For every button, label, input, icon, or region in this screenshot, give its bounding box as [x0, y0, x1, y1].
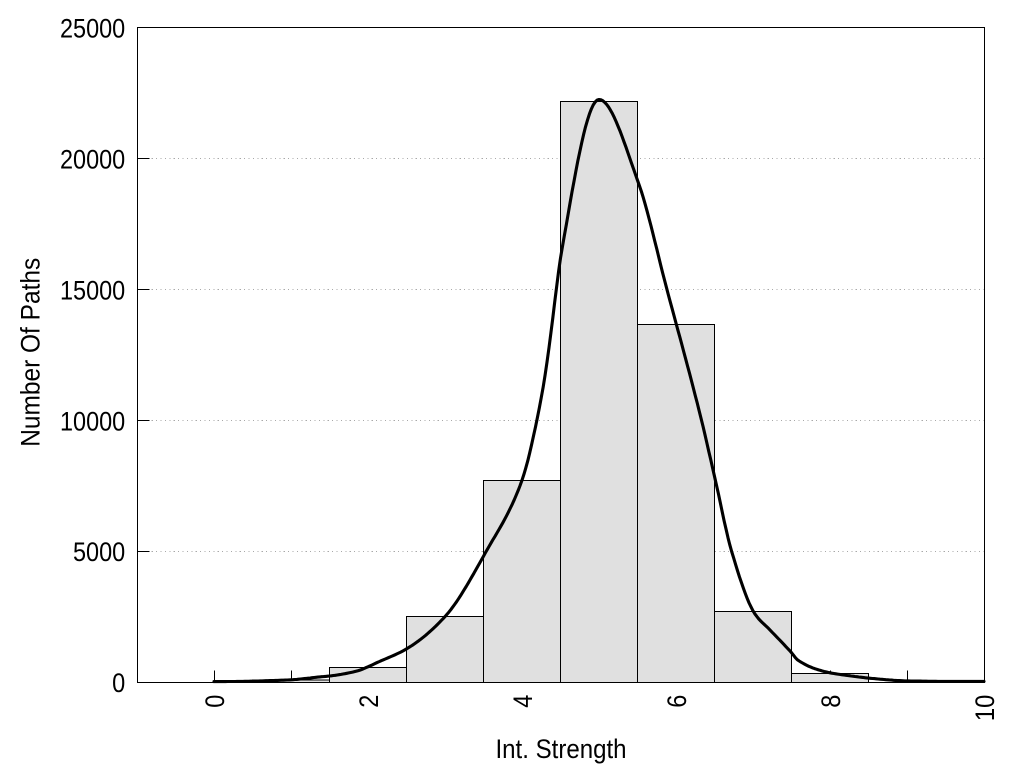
svg-text:20000: 20000 [60, 145, 125, 175]
svg-text:Int. Strength: Int. Strength [496, 734, 627, 764]
svg-text:15000: 15000 [60, 275, 125, 305]
svg-text:8: 8 [816, 695, 846, 708]
svg-text:0: 0 [112, 668, 125, 698]
svg-text:5000: 5000 [73, 537, 125, 567]
svg-text:25000: 25000 [60, 13, 125, 43]
svg-text:4: 4 [508, 695, 538, 708]
svg-text:10: 10 [970, 695, 1000, 722]
svg-text:0: 0 [200, 695, 230, 708]
svg-text:Number Of Paths: Number Of Paths [15, 258, 45, 447]
svg-text:6: 6 [662, 695, 692, 708]
svg-text:2: 2 [354, 695, 384, 708]
svg-text:10000: 10000 [60, 406, 125, 436]
